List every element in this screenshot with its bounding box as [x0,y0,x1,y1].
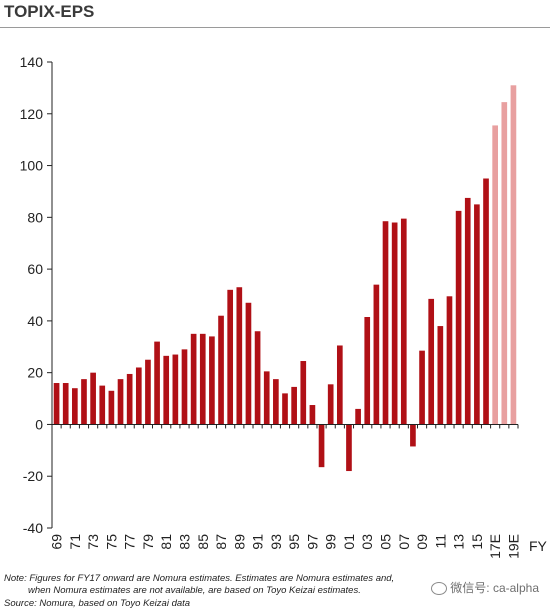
bar [53,383,60,425]
bar [181,349,188,425]
bar [483,178,489,425]
y-tick-label: 60 [27,261,43,277]
footnote-line-1: Note: Figures for FY17 onward are Nomura… [4,573,395,584]
x-tick-label: 81 [158,534,174,550]
bar [364,317,371,425]
bar [492,125,498,425]
x-tick-label: 89 [231,534,247,550]
bar [99,385,106,425]
bar [373,284,380,425]
x-tick-label: 71 [67,534,83,550]
x-tick-label: 93 [268,534,284,550]
bar [172,354,179,425]
x-tick-label: 91 [250,534,266,550]
y-tick-label: -40 [23,520,43,536]
bar [245,302,252,425]
x-tick-label: 15 [469,534,485,550]
bar [446,296,453,425]
y-tick-label: 100 [20,158,44,174]
x-tick-label: 87 [213,534,229,550]
bar [318,424,325,468]
x-tick-label: 77 [122,534,138,550]
bar [300,361,307,425]
y-tick-label: 0 [35,416,43,432]
bar [218,315,224,425]
x-tick-label: 79 [140,534,156,550]
title-divider [0,27,550,28]
bar [135,367,142,425]
watermark-text: 微信号: ca-alpha [450,581,539,595]
bar [90,372,96,425]
bar [501,102,508,425]
bar [282,393,288,425]
bar [209,336,215,425]
x-tick-label: 83 [176,534,192,550]
bar [455,210,462,425]
bar [410,424,416,447]
bar [391,222,398,425]
y-tick-label: 140 [20,54,44,70]
bar [254,331,261,425]
wechat-icon [431,582,448,596]
x-tick-label: 75 [103,534,119,550]
bar [108,390,115,425]
bar [199,333,206,425]
y-tick-label: 20 [27,365,43,381]
x-tick-label: 19E [505,534,521,559]
bar [273,379,279,425]
x-tick-label: 85 [195,534,211,550]
bar-chart: -40 -20 0 20 40 60 80 100 120 140 69 71 73 75 77 79 81 83… [20,54,548,559]
x-tick-label: 97 [304,534,320,550]
bar [510,85,517,425]
bar [336,345,343,425]
bar [309,405,316,425]
y-tick-label: 40 [27,313,43,329]
bar [346,424,352,472]
x-tick-label: 03 [359,534,375,550]
bar [400,218,407,425]
bar [190,333,197,425]
x-tick-label: 69 [49,534,65,550]
x-tick-label: 11 [432,534,448,549]
x-tick-label: 09 [414,534,430,550]
bar [437,326,444,425]
y-tick-label: 80 [27,209,43,225]
bar [291,386,297,425]
footnote-line-2: when Nomura estimates are not available,… [28,585,361,596]
bar [227,289,234,425]
x-tick-label: 99 [323,534,339,550]
bar [145,359,151,425]
x-tick-label: 73 [85,534,101,550]
x-tick-label: 05 [378,534,394,550]
x-tick-label: 07 [396,534,412,550]
y-tick-label: -20 [23,468,43,484]
x-tick-label: 01 [341,534,357,550]
bar [81,379,87,425]
bar [163,355,170,425]
bar [327,384,334,425]
bar [154,341,160,425]
bar [382,221,389,425]
source-note: Source: Nomura, based on Toyo Keizai dat… [4,598,191,609]
x-tick-label: 17E [487,534,503,559]
chart-title: TOPIX-EPS [4,2,95,21]
bar [236,287,243,425]
bar [428,298,435,425]
bar [263,371,270,425]
bar [419,350,425,425]
y-tick-label: 120 [20,106,44,122]
bar [117,379,124,425]
watermark: 微信号: ca-alpha [428,578,542,597]
bar [126,373,133,425]
bar [62,383,69,425]
bar [355,408,361,425]
bar [72,388,78,425]
bar [474,204,480,425]
x-tick-label: 13 [451,534,467,550]
x-tick-label: 95 [286,534,302,550]
bar [464,197,471,425]
x-axis-label: FY [529,538,548,554]
